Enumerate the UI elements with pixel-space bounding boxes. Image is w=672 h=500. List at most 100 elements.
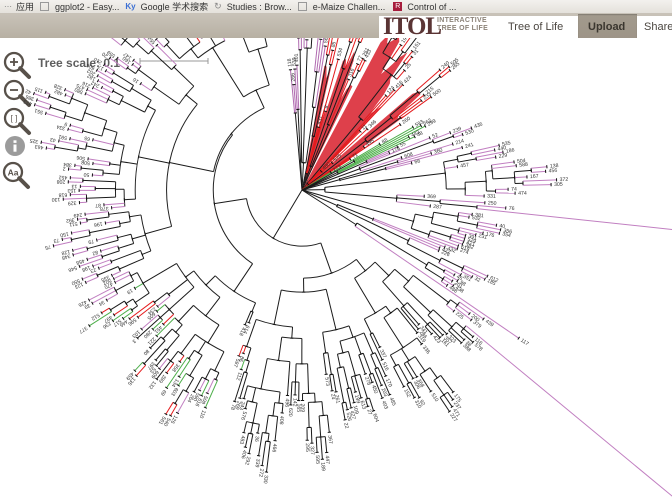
svg-text:408: 408	[278, 416, 285, 425]
svg-text:264: 264	[186, 393, 195, 404]
svg-text:103: 103	[130, 329, 141, 339]
svg-text:418: 418	[237, 326, 246, 336]
svg-text:456: 456	[548, 168, 557, 175]
svg-text:377: 377	[78, 325, 89, 335]
svg-text:69: 69	[159, 388, 167, 396]
svg-text:82: 82	[91, 249, 98, 256]
svg-text:87: 87	[95, 202, 101, 208]
svg-text:74: 74	[511, 187, 517, 193]
svg-text:436: 436	[473, 122, 483, 131]
svg-text:48: 48	[416, 131, 424, 139]
svg-text:295: 295	[304, 443, 310, 452]
svg-text:225: 225	[454, 311, 465, 321]
svg-text:328: 328	[53, 82, 63, 91]
svg-text:287: 287	[433, 204, 442, 211]
svg-text:52: 52	[432, 132, 440, 140]
svg-text:249: 249	[73, 211, 82, 218]
svg-text:474: 474	[518, 191, 527, 197]
svg-text:110: 110	[198, 409, 207, 419]
svg-text:13: 13	[71, 183, 77, 189]
svg-text:241: 241	[464, 142, 474, 150]
svg-text:239: 239	[452, 126, 462, 135]
svg-text:115: 115	[34, 85, 44, 94]
svg-text:354: 354	[502, 231, 512, 239]
svg-text:16: 16	[132, 76, 140, 84]
svg-text:65: 65	[84, 134, 91, 141]
svg-text:150: 150	[59, 230, 69, 238]
svg-text:272: 272	[257, 468, 264, 478]
svg-text:112: 112	[234, 371, 242, 381]
svg-text:339: 339	[253, 458, 260, 468]
svg-text:117: 117	[519, 338, 529, 348]
svg-text:128: 128	[61, 248, 71, 256]
svg-text:510: 510	[430, 392, 440, 403]
svg-text:24: 24	[329, 393, 336, 400]
svg-text:75: 75	[44, 243, 51, 250]
svg-text:452: 452	[58, 174, 67, 180]
svg-text:403: 403	[380, 400, 389, 410]
svg-text:568: 568	[323, 38, 330, 44]
svg-text:384: 384	[63, 161, 72, 168]
svg-text:19: 19	[125, 287, 133, 295]
svg-text:325: 325	[29, 137, 39, 144]
svg-text:597: 597	[232, 358, 241, 368]
svg-text:506: 506	[76, 154, 86, 161]
svg-text:134: 134	[170, 377, 180, 388]
svg-text:66: 66	[414, 158, 421, 165]
svg-text:197: 197	[400, 38, 410, 44]
svg-text:379: 379	[472, 320, 483, 330]
svg-text:79: 79	[87, 238, 94, 245]
svg-text:603: 603	[169, 386, 179, 397]
svg-text:214: 214	[455, 138, 465, 146]
svg-text:534: 534	[336, 47, 344, 57]
svg-text:88: 88	[381, 137, 389, 145]
svg-text:526: 526	[345, 412, 353, 422]
svg-text:618: 618	[58, 191, 67, 197]
svg-text:516: 516	[380, 361, 389, 371]
svg-text:367: 367	[326, 435, 333, 444]
svg-text:50: 50	[83, 171, 89, 177]
svg-text:604: 604	[371, 413, 379, 423]
svg-text:25: 25	[404, 62, 412, 70]
svg-text:573: 573	[323, 377, 330, 386]
svg-text:423: 423	[431, 334, 441, 345]
svg-text:457: 457	[460, 162, 470, 169]
svg-text:406: 406	[240, 449, 248, 459]
svg-text:22: 22	[342, 422, 349, 429]
svg-text:231: 231	[478, 233, 488, 241]
svg-text:76: 76	[508, 206, 514, 212]
svg-text:329: 329	[68, 199, 77, 205]
svg-text:401: 401	[294, 53, 300, 62]
svg-text:32: 32	[473, 276, 481, 284]
svg-text:532: 532	[471, 215, 481, 222]
svg-text:337: 337	[378, 349, 387, 360]
svg-text:36: 36	[253, 435, 260, 442]
svg-text:80: 80	[142, 348, 150, 356]
svg-text:392: 392	[65, 216, 74, 223]
svg-text:360: 360	[433, 147, 443, 155]
svg-text:551: 551	[34, 107, 44, 115]
svg-text:331: 331	[487, 194, 496, 200]
svg-text:43: 43	[50, 136, 57, 143]
svg-text:485: 485	[388, 397, 397, 407]
svg-text:73: 73	[53, 237, 60, 244]
svg-text:483: 483	[238, 435, 246, 445]
svg-text:496: 496	[283, 398, 290, 407]
svg-text:196: 196	[93, 220, 103, 227]
svg-text:466: 466	[270, 443, 277, 452]
svg-text:266: 266	[290, 73, 297, 82]
svg-text:142: 142	[291, 398, 297, 407]
svg-text:250: 250	[488, 200, 497, 207]
svg-text:595: 595	[314, 455, 320, 464]
svg-text:31: 31	[412, 48, 420, 56]
svg-text:9: 9	[64, 120, 69, 127]
svg-text:588: 588	[519, 162, 528, 169]
svg-text:578: 578	[473, 342, 484, 352]
svg-text:229: 229	[498, 153, 508, 160]
svg-text:336: 336	[421, 345, 431, 356]
svg-text:497: 497	[102, 314, 113, 324]
svg-text:606: 606	[85, 61, 96, 71]
svg-text:167: 167	[530, 174, 539, 180]
svg-text:42: 42	[25, 87, 33, 95]
svg-text:78: 78	[229, 403, 237, 410]
